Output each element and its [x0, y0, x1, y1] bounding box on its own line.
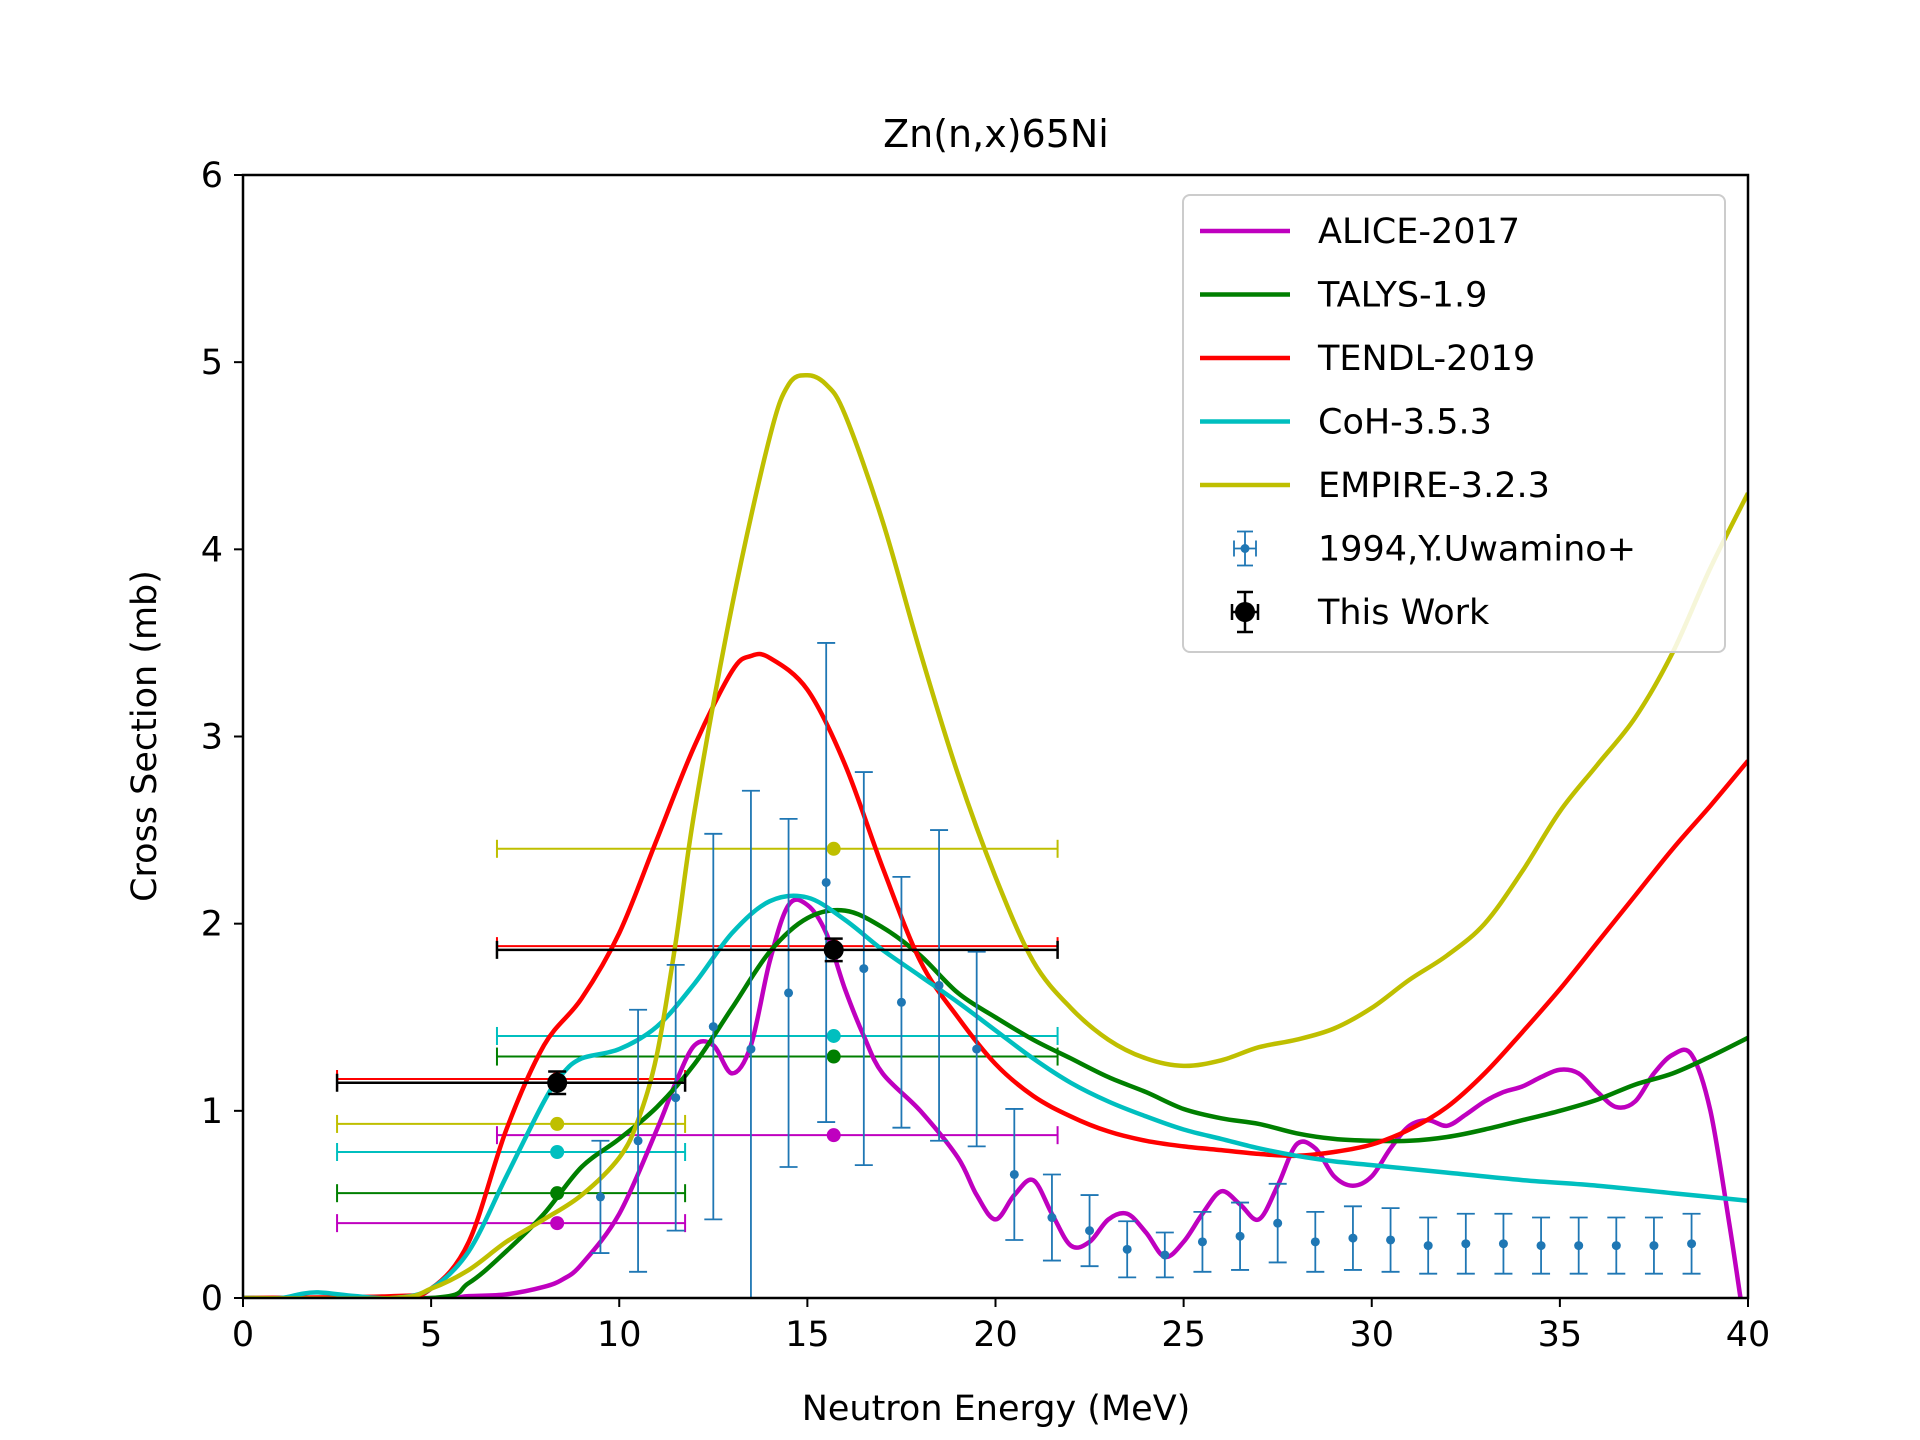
legend-label-5: 1994,Y.Uwamino+: [1318, 530, 1636, 570]
reference-point: [1273, 1218, 1283, 1228]
series-line-1: [243, 907, 1748, 1298]
plot-layer: [243, 373, 1748, 1298]
reference-point: [934, 980, 944, 990]
y-tick-label: 3: [201, 718, 223, 758]
model-average-point: [550, 1216, 565, 1231]
reference-point: [1611, 1241, 1621, 1251]
y-axis-label: Cross Section (mb): [125, 570, 165, 902]
model-average-point: [550, 1116, 565, 1131]
chart-title: Zn(n,x)65Ni: [883, 112, 1109, 156]
reference-point: [1423, 1241, 1433, 1251]
this-work-point: [547, 1072, 568, 1093]
reference-point: [1687, 1239, 1697, 1249]
model-average-point: [550, 1145, 565, 1160]
y-tick-label: 5: [201, 343, 223, 383]
reference-point: [1235, 1231, 1245, 1241]
reference-point: [821, 877, 831, 887]
legend-label-6: This Work: [1317, 593, 1490, 633]
reference-point: [1498, 1239, 1508, 1249]
reference-point: [1160, 1250, 1170, 1260]
reference-point: [1047, 1213, 1057, 1223]
legend-swatch-marker: [1240, 544, 1250, 553]
y-tick-label: 0: [201, 1279, 223, 1319]
reference-point: [708, 1022, 718, 1032]
legend-label-1: TALYS-1.9: [1317, 276, 1487, 316]
reference-point: [1310, 1237, 1320, 1247]
x-tick-label: 40: [1726, 1315, 1771, 1355]
reference-point: [1536, 1241, 1546, 1251]
y-tick-label: 4: [201, 530, 223, 570]
reference-point: [595, 1192, 605, 1202]
x-axis: 0 5 10 15 20 25 30 35 40: [232, 1298, 1770, 1355]
series-line-4: [243, 373, 1748, 1298]
reference-point: [1197, 1237, 1207, 1247]
reference-point: [1009, 1169, 1019, 1179]
model-average-point: [826, 841, 841, 856]
reference-point: [1085, 1226, 1095, 1236]
model-average-point: [826, 1049, 841, 1064]
reference-point: [671, 1093, 681, 1103]
reference-point: [784, 988, 794, 998]
reference-point: [1122, 1244, 1132, 1254]
x-tick-label: 25: [1161, 1315, 1206, 1355]
legend-swatch-marker: [1235, 602, 1255, 622]
y-tick-label: 6: [201, 156, 223, 196]
reference-point: [1649, 1241, 1659, 1251]
legend-label-4: EMPIRE-3.2.3: [1318, 466, 1550, 506]
reference-point: [633, 1136, 643, 1146]
reference-point: [1574, 1241, 1584, 1251]
reference-point: [972, 1044, 982, 1054]
x-tick-label: 5: [420, 1315, 442, 1355]
this-work-point: [823, 939, 844, 960]
legend-label-2: TENDL-2019: [1317, 339, 1535, 379]
legend-label-3: CoH-3.5.3: [1318, 403, 1492, 443]
x-tick-label: 20: [973, 1315, 1018, 1355]
reference-point: [1461, 1239, 1471, 1249]
legend-box: [1182, 194, 1726, 653]
model-average-point: [826, 1028, 841, 1043]
x-tick-label: 15: [785, 1315, 830, 1355]
reference-point: [859, 964, 869, 974]
x-tick-label: 35: [1538, 1315, 1583, 1355]
legend-label-0: ALICE-2017: [1318, 212, 1520, 252]
reference-point: [896, 997, 906, 1007]
y-tick-label: 1: [201, 1092, 223, 1132]
y-tick-label: 2: [201, 905, 223, 945]
legend: ALICE-2017 TALYS-1.9 TENDL-2019 CoH-3.5.3 EM…: [1182, 194, 1726, 653]
x-axis-label: Neutron Energy (MeV): [802, 1389, 1191, 1429]
reference-point: [1348, 1233, 1358, 1243]
series-line-3: [243, 893, 1748, 1298]
series-line-2: [243, 651, 1748, 1298]
plot-area: [243, 373, 1748, 1298]
series-line-0: [243, 897, 1743, 1298]
model-average-point: [826, 1128, 841, 1143]
x-tick-label: 0: [232, 1315, 254, 1355]
y-axis: 0 1 2 3 4 5 6: [201, 156, 243, 1319]
x-tick-label: 30: [1349, 1315, 1394, 1355]
reference-point: [746, 1044, 756, 1054]
reference-point: [1386, 1235, 1396, 1245]
x-tick-label: 10: [597, 1315, 642, 1355]
